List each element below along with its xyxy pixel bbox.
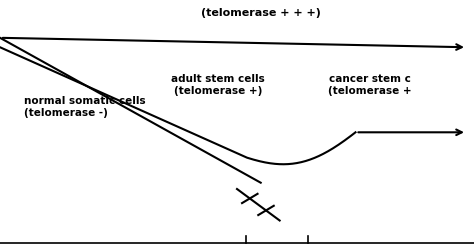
Text: (telomerase +): (telomerase +) — [174, 86, 262, 96]
Text: (telomerase -): (telomerase -) — [24, 108, 108, 118]
Text: (telomerase + + +): (telomerase + + +) — [201, 8, 320, 18]
Text: (telomerase +: (telomerase + — [328, 86, 411, 96]
Text: normal somatic cells: normal somatic cells — [24, 96, 146, 106]
Text: adult stem cells: adult stem cells — [171, 74, 265, 84]
Text: cancer stem c: cancer stem c — [329, 74, 410, 84]
